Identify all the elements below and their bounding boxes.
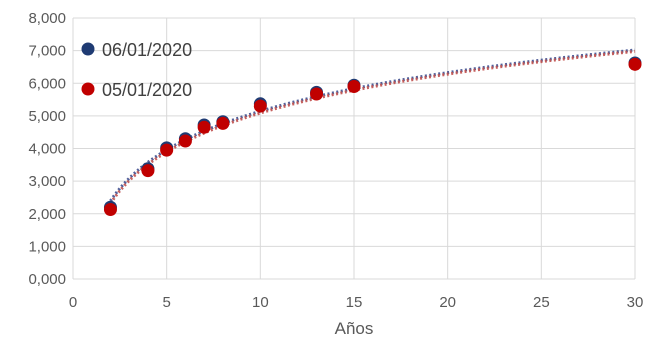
x-tick-label: 10 <box>252 294 269 311</box>
legend-label-series-2: 05/01/2020 <box>102 80 192 100</box>
x-tick-label: 30 <box>627 294 644 311</box>
y-tick-label: 2,000 <box>28 206 66 223</box>
point-series-2 <box>253 99 267 113</box>
trendline-series-1 <box>109 48 636 202</box>
point-series-2 <box>310 87 324 101</box>
x-tick-label: 15 <box>346 294 363 311</box>
y-tick-label: 1,000 <box>28 238 66 255</box>
trendlines <box>109 48 636 205</box>
trendline-series-2 <box>109 49 636 205</box>
legend-label-series-1: 06/01/2020 <box>102 40 192 60</box>
x-axis-title: Años <box>335 319 374 338</box>
point-series-2 <box>197 120 211 134</box>
y-tick-label: 6,000 <box>28 75 66 92</box>
legend-marker-series-2 <box>81 82 95 96</box>
y-axis-tick-labels: 0,000 1,000 2,000 3,000 4,000 5,000 6,000 7,000… <box>28 10 66 288</box>
data-points <box>103 56 642 217</box>
x-axis-tick-labels: 0 5 10 15 20 25 30 <box>69 294 644 311</box>
point-series-2 <box>178 134 192 148</box>
x-tick-label: 5 <box>162 294 170 311</box>
point-series-2 <box>160 143 174 157</box>
y-tick-label: 5,000 <box>28 108 66 125</box>
y-tick-label: 0,000 <box>28 271 66 288</box>
legend: 06/01/2020 05/01/2020 <box>81 40 192 100</box>
point-series-2 <box>216 116 230 130</box>
y-tick-label: 4,000 <box>28 141 66 158</box>
x-tick-label: 0 <box>69 294 77 311</box>
x-tick-label: 20 <box>439 294 456 311</box>
y-tick-label: 7,000 <box>28 43 66 60</box>
point-series-2 <box>628 57 642 71</box>
point-series-2 <box>141 164 155 178</box>
point-series-2 <box>347 80 361 94</box>
y-tick-label: 8,000 <box>28 10 66 27</box>
y-tick-label: 3,000 <box>28 173 66 190</box>
x-tick-label: 25 <box>533 294 550 311</box>
grid-lines <box>72 17 636 280</box>
legend-marker-series-1 <box>81 42 95 56</box>
point-series-2 <box>103 203 117 217</box>
